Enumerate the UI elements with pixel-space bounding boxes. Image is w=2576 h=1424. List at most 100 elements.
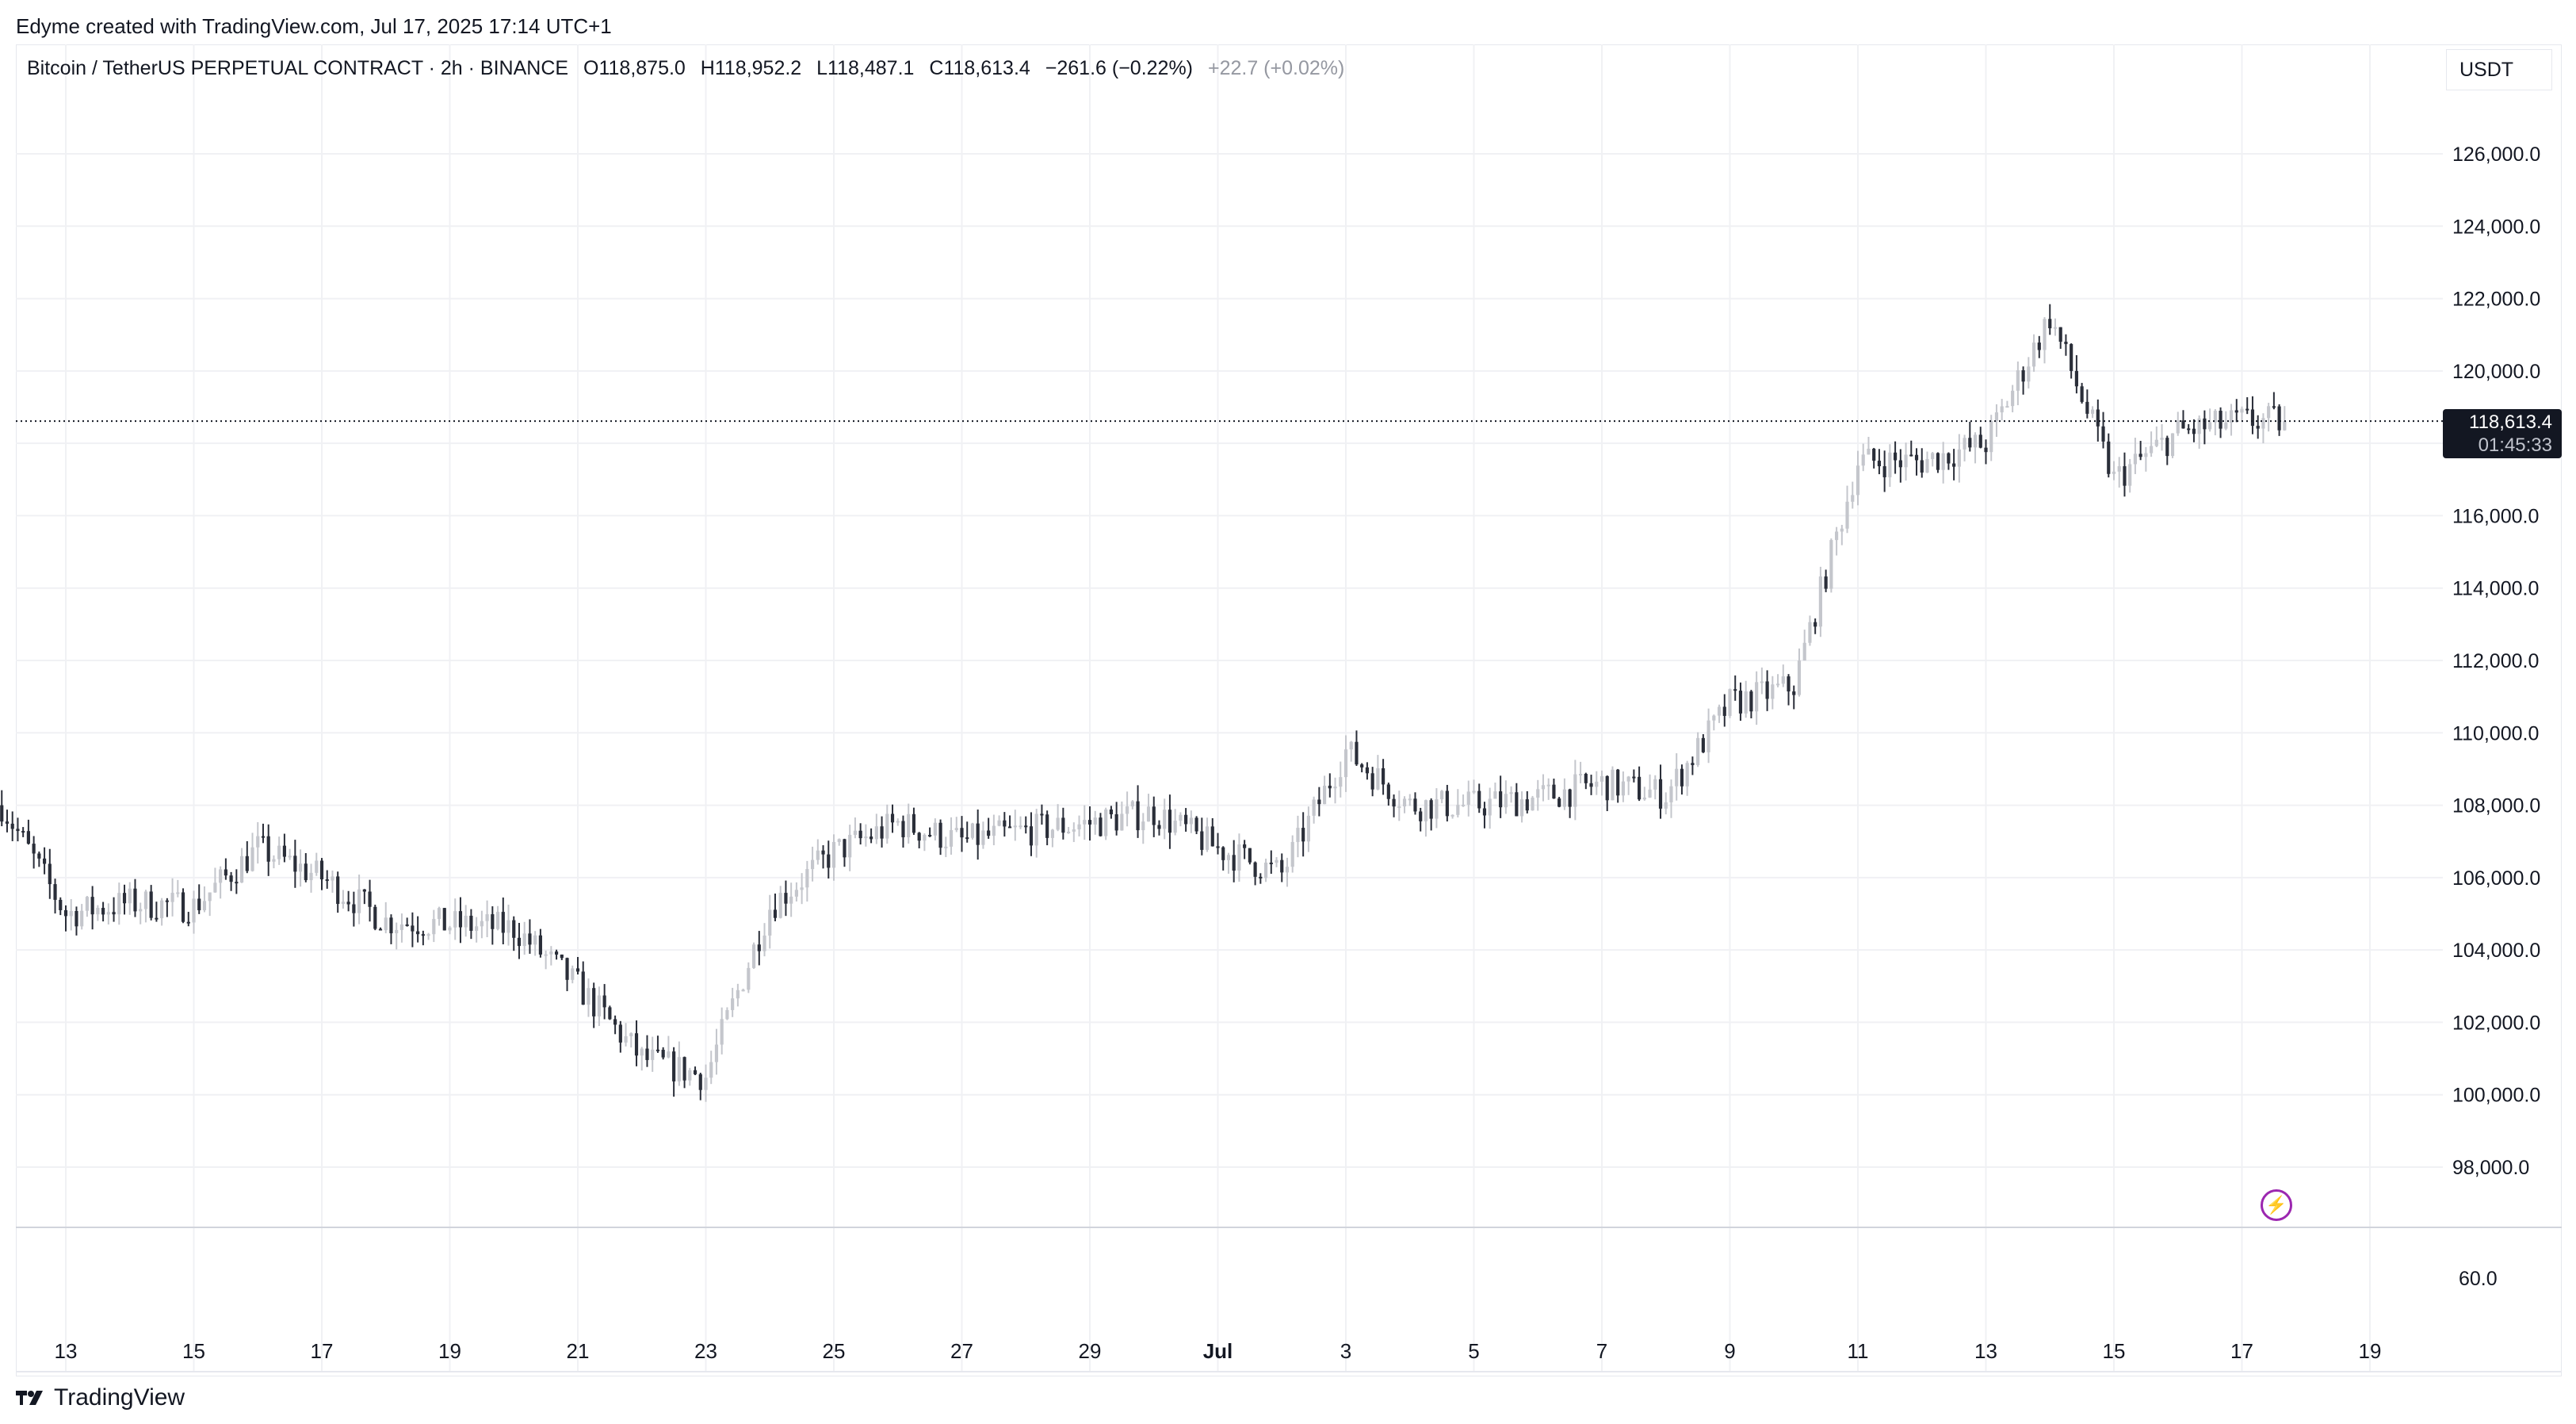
candle-body (266, 836, 270, 862)
candle-body (384, 917, 388, 931)
candle-body (405, 924, 409, 926)
candle-body (1360, 764, 1364, 768)
candle-body (1867, 448, 1871, 455)
candle-body (309, 872, 313, 881)
candle-body (1984, 447, 1988, 453)
candle-body (1963, 438, 1966, 450)
candle-body (1824, 576, 1828, 589)
candle-body (1515, 792, 1519, 817)
candle-body (2234, 410, 2238, 413)
candle-body (85, 897, 90, 911)
candle-body (362, 889, 366, 892)
candle-body (970, 823, 975, 838)
x-tick-label: 27 (950, 1339, 973, 1363)
candle-body (1024, 825, 1028, 828)
candle-body (1765, 681, 1769, 699)
candle-body (1205, 826, 1210, 850)
candle-body (608, 1007, 612, 1020)
candle-body (235, 882, 239, 884)
candle-body (1898, 460, 1902, 468)
tradingview-logo[interactable]: TradingView (16, 1384, 185, 1411)
candle-body (1909, 454, 1913, 457)
symbol-name[interactable]: Bitcoin / TetherUS PERPETUAL CONTRACT · … (27, 57, 569, 79)
candle-body (1653, 779, 1657, 790)
candle-body (778, 893, 782, 918)
candle-body (981, 830, 985, 845)
candle-body (1851, 495, 1855, 502)
bolt-icon[interactable]: ⚡ (2261, 1189, 2292, 1221)
chart-frame[interactable] (16, 44, 2562, 1376)
candle-body (571, 968, 575, 980)
candle-body (2160, 438, 2164, 440)
candle-body (1045, 814, 1049, 838)
candle-body (96, 908, 100, 915)
candle-body (1755, 682, 1759, 712)
candle-body (432, 919, 436, 935)
ohlc-high: H118,952.2 (700, 57, 802, 79)
candle-body (512, 920, 516, 938)
candle-body (1029, 826, 1034, 846)
candle-body (2187, 428, 2191, 431)
candle-body (341, 901, 346, 905)
candle-body (2213, 411, 2217, 423)
candle-body (411, 925, 415, 932)
currency-selector[interactable]: USDT (2446, 49, 2552, 90)
candle-body (352, 904, 356, 913)
candle-body (1456, 805, 1460, 815)
candle-body (2261, 418, 2265, 429)
candle-body (1461, 804, 1466, 806)
candle-body (2011, 390, 2015, 407)
candle-body (186, 921, 190, 924)
candle-body (1738, 691, 1743, 714)
candle-body (1066, 831, 1071, 833)
candle-body (751, 944, 756, 968)
candle-body (2027, 366, 2031, 382)
candle-body (1248, 848, 1252, 863)
candle-body (704, 1078, 708, 1090)
candle-body (1968, 438, 1972, 448)
candle-body (1904, 454, 1908, 468)
candle-body (597, 995, 602, 1016)
candle-body (1696, 737, 1700, 765)
candle-body (2101, 426, 2105, 442)
candle-body (2272, 406, 2276, 408)
candle-body (1989, 420, 1993, 453)
candle-body (442, 908, 446, 931)
candle-body (32, 844, 36, 854)
candle-body (1552, 784, 1556, 799)
candle-body (1157, 825, 1161, 829)
candle-body (1093, 817, 1097, 825)
candle-body (1429, 800, 1433, 819)
candle-body (2053, 327, 2058, 329)
candle-body (245, 856, 249, 871)
y-tick-label: 106,000.0 (2452, 867, 2540, 890)
candle-body (1040, 813, 1044, 816)
y-tick-label: 120,000.0 (2452, 361, 2540, 383)
candle-body (1382, 768, 1385, 785)
x-tick-label: 3 (1340, 1339, 1351, 1363)
candle-body (501, 912, 505, 933)
candle-body (495, 912, 500, 929)
candle-body (181, 892, 185, 922)
y-tick-label: 108,000.0 (2452, 795, 2540, 817)
x-tick-label: 5 (1468, 1339, 1479, 1363)
candle-body (1771, 684, 1775, 699)
candle-body (2080, 386, 2084, 402)
candle-body (1781, 676, 1785, 684)
candle-body (1061, 817, 1065, 833)
candle-body (197, 898, 201, 911)
candle-body (2074, 370, 2078, 387)
candle-body (143, 891, 148, 909)
candle-body (336, 876, 340, 905)
candle-body (554, 951, 559, 955)
candle-body (1525, 799, 1529, 811)
candle-body (128, 888, 132, 904)
candle-body (581, 971, 585, 1005)
candle-body (1546, 784, 1550, 787)
candle-body (549, 951, 553, 955)
candle-body (533, 935, 537, 945)
candle-body (21, 831, 25, 833)
candle-body (1050, 829, 1054, 838)
candle-body (1802, 642, 1806, 661)
